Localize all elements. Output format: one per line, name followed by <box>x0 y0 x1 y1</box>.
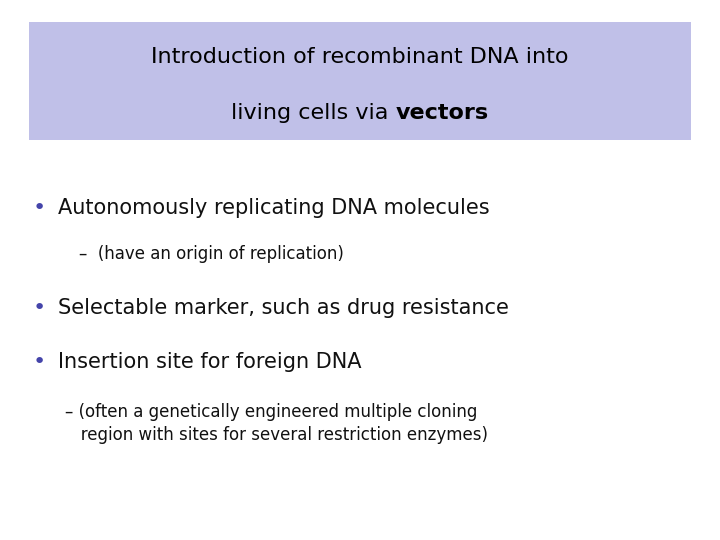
Text: –  (have an origin of replication): – (have an origin of replication) <box>79 245 344 263</box>
Text: – (often a genetically engineered multiple cloning
   region with sites for seve: – (often a genetically engineered multip… <box>65 403 488 444</box>
Text: Selectable marker, such as drug resistance: Selectable marker, such as drug resistan… <box>58 298 508 318</box>
Text: Autonomously replicating DNA molecules: Autonomously replicating DNA molecules <box>58 198 489 218</box>
FancyBboxPatch shape <box>29 22 691 140</box>
Text: •: • <box>33 298 46 318</box>
Text: Insertion site for foreign DNA: Insertion site for foreign DNA <box>58 352 361 372</box>
Text: living cells via: living cells via <box>231 103 396 124</box>
Text: Introduction of recombinant DNA into: Introduction of recombinant DNA into <box>151 46 569 67</box>
Text: •: • <box>33 352 46 372</box>
Text: •: • <box>33 198 46 218</box>
Text: vectors: vectors <box>396 103 489 124</box>
